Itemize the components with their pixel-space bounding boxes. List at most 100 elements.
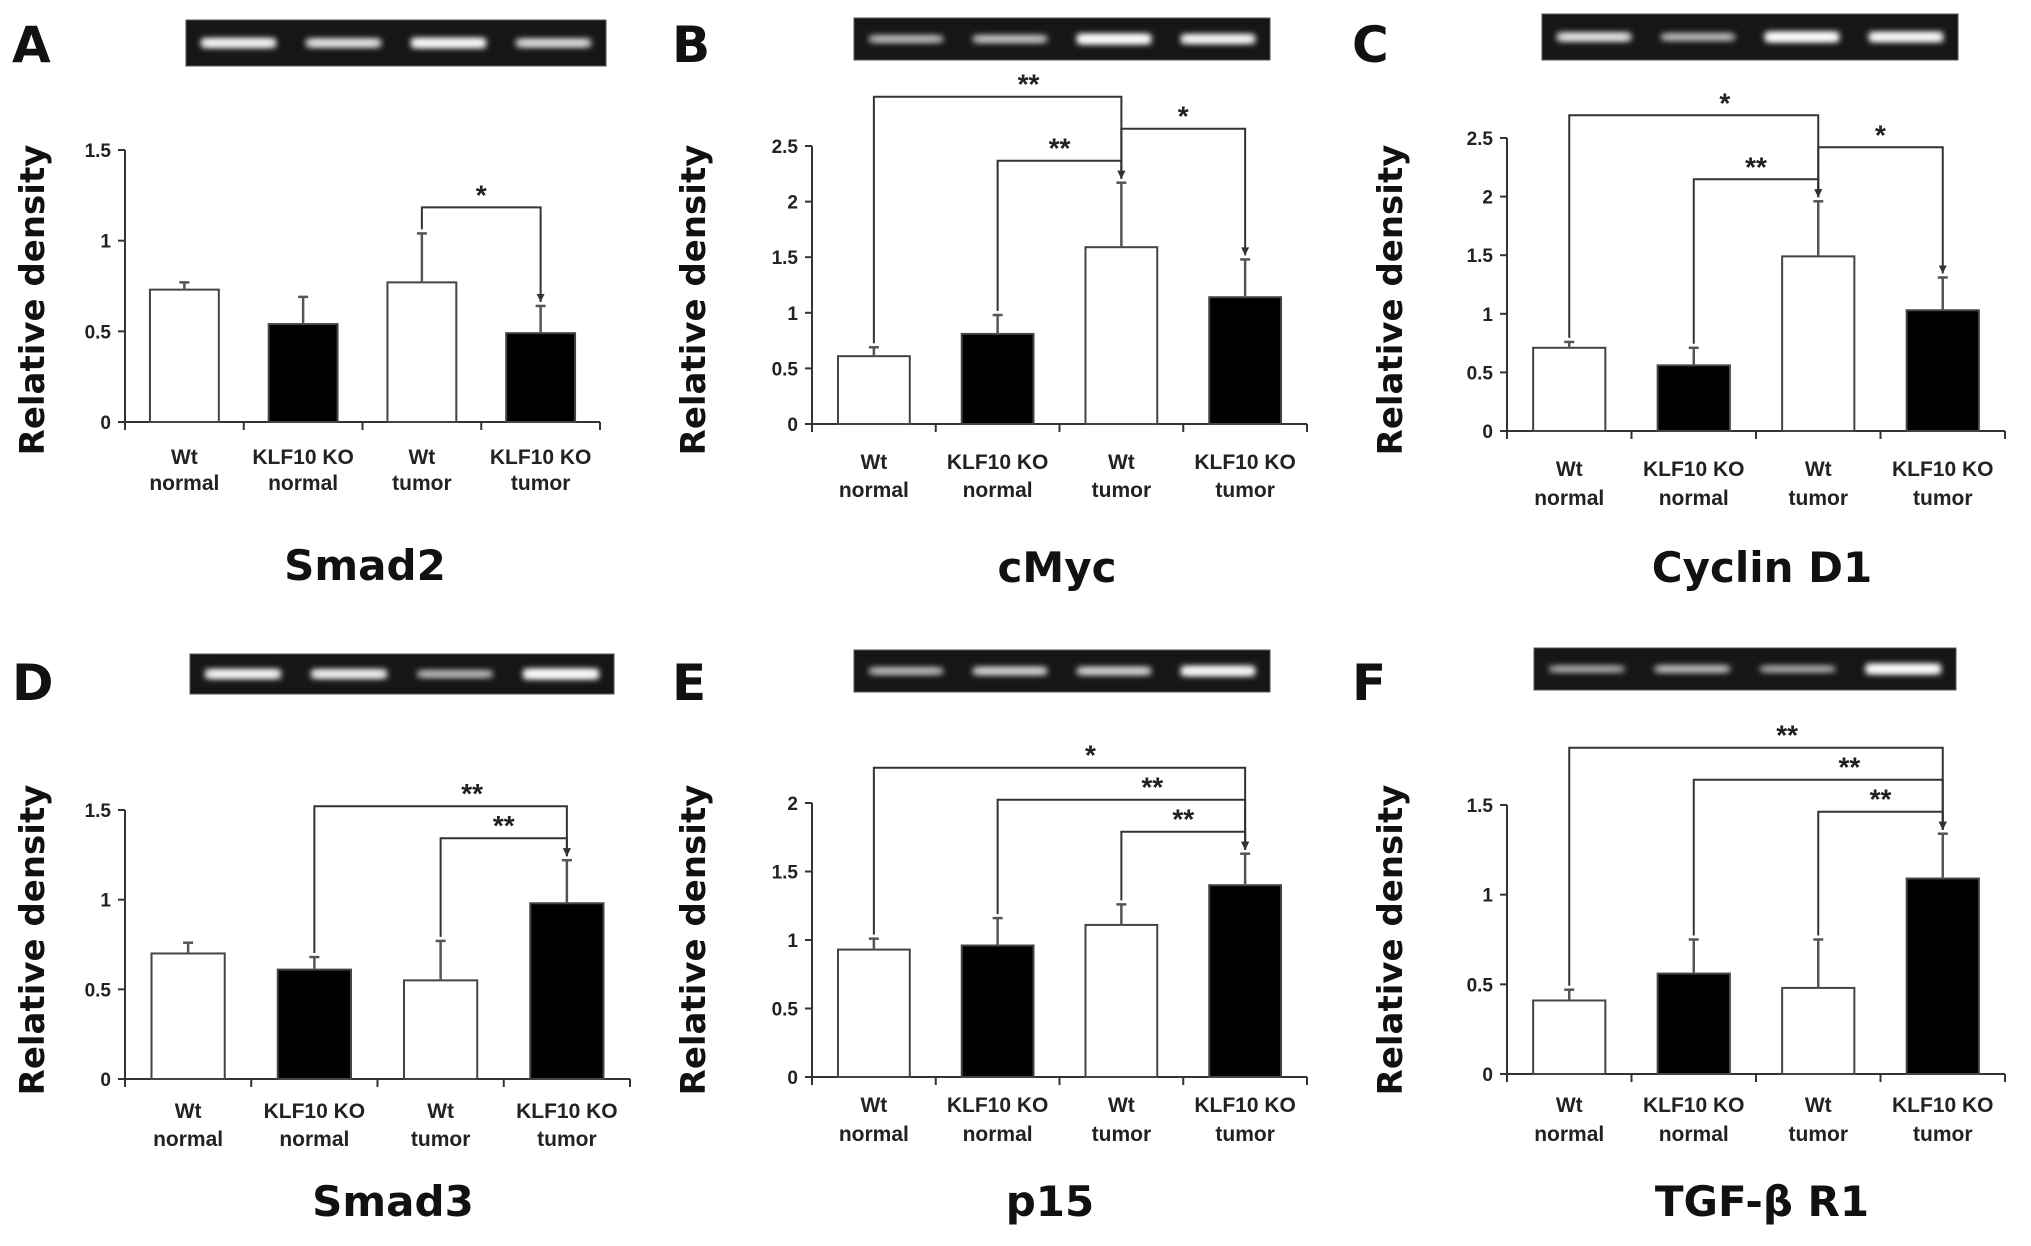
y-tick-label: 1 [787, 931, 798, 952]
significance-bracket: * [420, 179, 545, 302]
error-bar [535, 304, 546, 334]
significance-bracket: * [1568, 87, 1823, 338]
error-bar [1564, 340, 1575, 348]
x-category-label: Wt [1556, 458, 1583, 481]
significance-bracket: ** [313, 778, 571, 954]
error-bar [1937, 276, 1948, 311]
bar [276, 968, 352, 1081]
bar [960, 944, 1035, 1078]
significance-label: * [1085, 740, 1096, 771]
panel-c-y-axis-label: Relative density [1371, 145, 1411, 456]
y-tick-label: 0 [100, 1070, 111, 1091]
error-bar [868, 346, 879, 357]
panel-e-gel-image [853, 649, 1271, 693]
x-category-label: tumor [537, 1128, 597, 1151]
x-category-label: tumor [1092, 1123, 1152, 1146]
panel-d-letter: D [12, 654, 54, 712]
y-tick-label: 0 [100, 413, 111, 434]
bar [1084, 923, 1159, 1078]
y-tick-label: 2 [1482, 188, 1493, 209]
significance-label: ** [1838, 752, 1860, 783]
bar [386, 281, 458, 423]
y-tick-label: 2 [787, 794, 798, 815]
bar [836, 948, 911, 1079]
x-category-label: KLF10 KO [1643, 1094, 1745, 1117]
panel-c-gene-title: Cyclin D1 [1652, 543, 1873, 592]
error-bar [992, 916, 1003, 946]
significance-label: ** [1172, 804, 1194, 835]
significance-label: ** [1745, 151, 1767, 182]
panel-f-gene-title: TGF-β R1 [1655, 1177, 1869, 1226]
panel-a-y-axis-label: Relative density [13, 145, 53, 456]
significance-bracket: ** [872, 69, 1126, 344]
y-tick-label: 0.5 [1467, 975, 1494, 996]
x-category-label: Wt [171, 446, 198, 469]
error-bar [1813, 938, 1824, 988]
y-tick-label: 1.5 [772, 863, 799, 884]
panel-a-gene-title: Smad2 [284, 541, 446, 590]
x-category-label: Wt [175, 1100, 202, 1123]
x-category-label: normal [279, 1128, 349, 1151]
x-category-label: tumor [1215, 1123, 1275, 1146]
panel-a-gel-image [185, 19, 607, 67]
significance-bracket: * [1120, 101, 1250, 256]
x-category-label: normal [963, 479, 1033, 502]
error-bar [561, 858, 572, 904]
x-category-label: tumor [1789, 1123, 1849, 1146]
bar [1656, 972, 1731, 1075]
x-category-label: KLF10 KO [516, 1100, 618, 1123]
panel-d-gene-title: Smad3 [312, 1177, 474, 1226]
y-tick-label: 0 [787, 415, 798, 436]
x-category-label: Wt [1556, 1094, 1583, 1117]
x-category-label: normal [1534, 1123, 1604, 1146]
x-category-label: normal [153, 1128, 223, 1151]
significance-label: ** [1049, 133, 1071, 164]
y-tick-label: 2.5 [772, 137, 799, 158]
x-category-label: tumor [511, 472, 571, 495]
x-category-label: KLF10 KO [947, 451, 1049, 474]
significance-label: * [476, 179, 487, 210]
error-bar [1240, 852, 1251, 886]
x-category-label: Wt [860, 451, 887, 474]
significance-label: * [1178, 101, 1189, 132]
x-category-label: normal [1659, 1123, 1729, 1146]
bar [267, 323, 339, 423]
significance-label: ** [461, 778, 483, 809]
significance-label: ** [1776, 720, 1798, 751]
x-category-label: normal [963, 1123, 1033, 1146]
x-category-label: KLF10 KO [264, 1100, 366, 1123]
y-tick-label: 1.5 [1467, 796, 1494, 817]
x-category-label: KLF10 KO [1892, 1094, 1994, 1117]
bar [836, 355, 911, 425]
y-tick-label: 1 [787, 304, 798, 325]
panel-f: F Relative density 0 0.5 1 1.5 Wt normal KLF10 K… [1352, 647, 2006, 1226]
y-tick-label: 1 [1482, 305, 1493, 326]
x-category-label: tumor [411, 1128, 471, 1151]
y-tick-label: 0 [1482, 422, 1493, 443]
y-tick-label: 0.5 [772, 1000, 799, 1021]
x-category-label: normal [1659, 487, 1729, 510]
x-category-label: normal [839, 479, 909, 502]
x-category-label: Wt [1805, 1094, 1832, 1117]
bar [1532, 999, 1607, 1075]
y-tick-label: 1.5 [772, 248, 799, 269]
bar [1084, 246, 1159, 425]
y-tick-label: 0 [1482, 1065, 1493, 1086]
error-bar [1813, 200, 1824, 257]
error-bar [435, 939, 446, 981]
error-bar [1688, 938, 1699, 974]
x-category-label: KLF10 KO [1892, 458, 1994, 481]
x-category-label: KLF10 KO [947, 1094, 1049, 1117]
error-bar [1116, 181, 1127, 248]
bar [1208, 884, 1283, 1079]
significance-label: ** [1141, 772, 1163, 803]
bar [505, 332, 577, 423]
significance-bracket: ** [1568, 720, 1947, 986]
x-category-label: KLF10 KO [1643, 458, 1745, 481]
panel-b-y-axis-label: Relative density [674, 145, 714, 456]
bar [1208, 296, 1283, 425]
panel-f-letter: F [1352, 654, 1386, 712]
x-category-label: Wt [1805, 458, 1832, 481]
x-category-label: tumor [1092, 479, 1152, 502]
